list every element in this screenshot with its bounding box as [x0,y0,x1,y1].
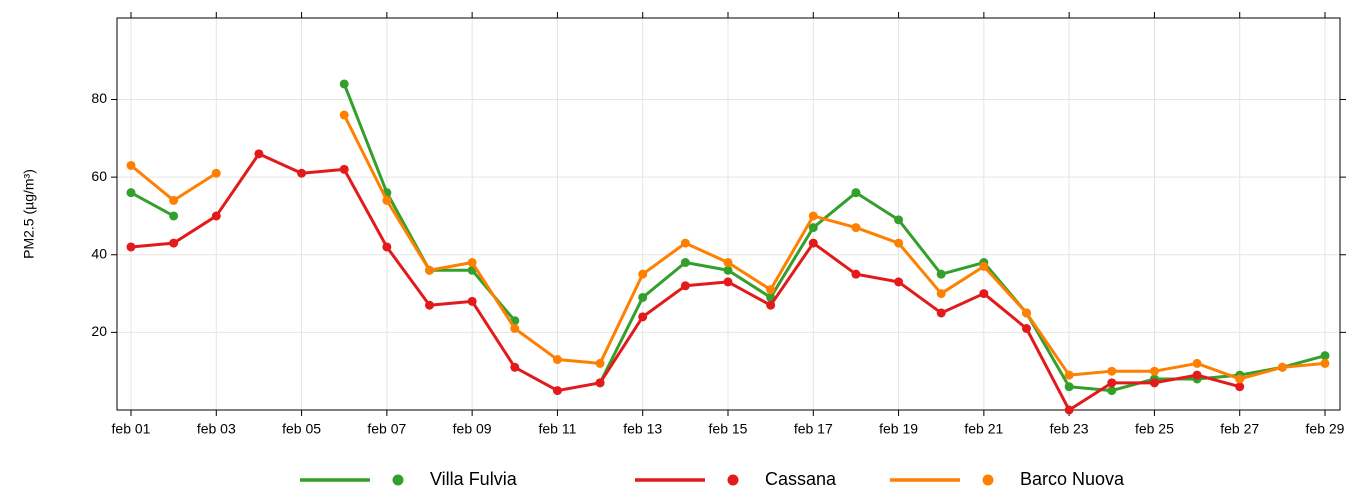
data-point [851,188,861,198]
data-point [169,211,179,221]
data-point [1022,323,1031,333]
data-point [680,238,690,248]
x-tick-label: feb 19 [879,421,918,437]
data-point [1149,378,1159,388]
x-tick-label: feb 15 [709,421,748,437]
legend-label: Barco Nuova [1020,469,1125,489]
plot-frame [116,17,1341,411]
data-point [638,269,648,279]
data-point [638,312,648,322]
data-point [723,258,733,268]
data-point [1064,382,1074,392]
data-point [211,211,221,221]
data-point [851,269,861,279]
legend-dot [727,474,739,486]
data-point [979,289,989,299]
data-point [211,168,221,178]
data-point [851,223,861,233]
data-point [552,386,562,396]
data-point [1235,374,1245,384]
x-tick-label: feb 03 [197,421,236,437]
data-point [1149,366,1159,376]
series [126,110,1330,384]
data-point [936,269,946,279]
data-point [425,265,434,275]
y-tick-label: 20 [91,323,107,339]
series [126,149,1245,415]
data-point [894,238,904,248]
data-point [1320,358,1330,368]
data-point [169,195,179,205]
data-point [169,238,179,248]
x-tick-label: feb 13 [623,421,662,437]
data-point [339,79,349,89]
data-point [254,149,264,159]
data-point [1107,378,1117,388]
data-point [552,355,562,365]
data-point [467,258,477,268]
data-point [808,223,818,233]
y-tick-label: 60 [91,168,107,184]
data-point [723,277,733,287]
x-tick-label: feb 29 [1306,421,1345,437]
data-point [766,300,776,310]
data-point [1107,366,1117,376]
legend-label: Cassana [765,469,837,489]
data-point [766,285,776,295]
x-tick-label: feb 27 [1220,421,1259,437]
x-tick-label: feb 25 [1135,421,1174,437]
x-tick-label: feb 01 [112,421,151,437]
legend-dot [392,474,404,486]
legend-dot [982,474,994,486]
data-point [638,292,648,302]
data-point [1107,386,1117,396]
y-tick-label: 80 [91,90,107,106]
data-point [1320,351,1330,361]
data-point [936,289,946,299]
y-tick-label: 40 [91,245,107,261]
data-point [382,242,392,252]
data-point [382,195,392,205]
data-point [339,164,349,174]
data-point [808,238,818,248]
data-point [1235,382,1245,392]
data-point [595,358,605,368]
y-axis-label: PM2.5 (µg/m³) [21,169,37,259]
data-point [723,265,733,275]
data-point [1277,362,1287,372]
data-point [467,296,477,306]
data-point [595,378,605,388]
data-point [808,211,818,221]
x-tick-label: feb 07 [367,421,406,437]
data-point [1064,370,1074,380]
data-point [680,258,690,268]
x-tick-label: feb 23 [1050,421,1089,437]
legend-label: Villa Fulvia [430,469,518,489]
data-point [979,261,989,271]
data-point [339,110,349,120]
x-tick-label: feb 11 [538,421,576,437]
data-point [297,168,307,178]
data-point [126,160,136,170]
data-point [936,308,946,318]
x-tick-label: feb 05 [282,421,321,437]
data-point [126,188,136,198]
data-point [126,242,136,252]
data-point [894,215,904,225]
data-point [1064,405,1074,415]
data-point [1192,358,1202,368]
x-tick-label: feb 09 [453,421,492,437]
x-tick-label: feb 17 [794,421,833,437]
data-point [1022,308,1031,318]
data-point [680,281,690,291]
data-point [1192,370,1202,380]
data-point [510,323,520,333]
data-point [510,362,520,372]
data-point [894,277,904,287]
data-point [425,300,434,310]
x-tick-label: feb 21 [964,421,1003,437]
